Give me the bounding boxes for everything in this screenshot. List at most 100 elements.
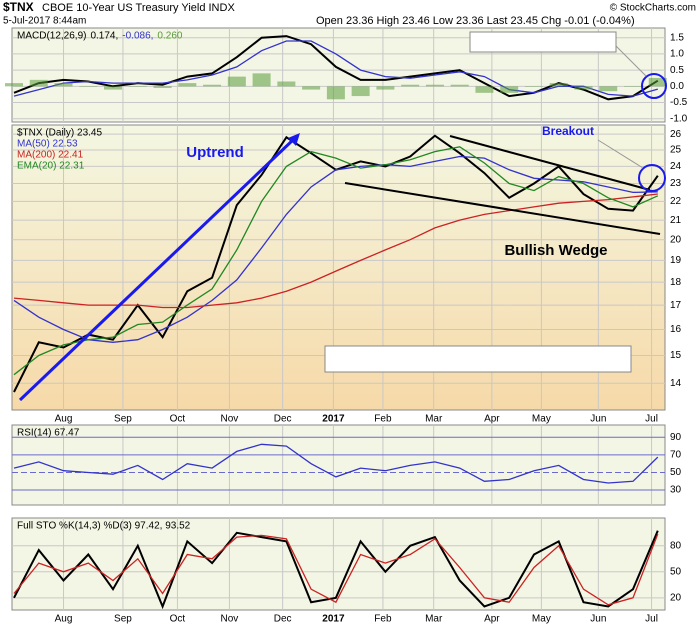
y-tick-label: 16 [670, 324, 682, 335]
histogram-bar [549, 83, 568, 87]
rsi-panel [11, 424, 666, 506]
x-tick-label: Apr [484, 414, 500, 425]
histogram-bar [624, 86, 642, 87]
x-tick-label: Mar [425, 614, 443, 625]
histogram-bar [302, 86, 321, 90]
x-tick-label: May [532, 414, 551, 425]
histogram-bar [5, 83, 23, 87]
x-tick-label: 2017 [322, 614, 345, 625]
x-tick-label: Aug [55, 614, 73, 625]
x-tick-label: Jul [645, 614, 658, 625]
y-tick-label: 22 [670, 196, 682, 207]
x-tick-label: 2017 [322, 414, 345, 425]
series-line [13, 443, 659, 484]
annotation-box [469, 31, 617, 53]
y-tick-label: 1.0 [670, 49, 684, 60]
legend-entry: EMA(20) 22.31 [17, 161, 85, 172]
y-tick-label: -1.0 [670, 113, 688, 124]
y-tick-label: 18 [670, 277, 682, 288]
y-tick-label: 1.5 [670, 32, 684, 43]
symbol: $TNX [3, 0, 34, 14]
legend-entry: 0.260 [157, 31, 182, 42]
histogram-bar [128, 86, 147, 87]
histogram-bar [326, 86, 345, 100]
y-tick-label: 24 [670, 161, 682, 172]
y-tick-label: 50 [670, 467, 682, 478]
x-tick-label: Jul [645, 414, 658, 425]
histogram-bar [104, 86, 123, 90]
y-tick-label: 15 [670, 350, 682, 361]
y-tick-label: 0.0 [670, 81, 684, 92]
y-tick-label: 20 [670, 592, 682, 603]
security-name: CBOE 10-Year US Treasury Yield INDX [42, 2, 235, 14]
legend-entry: MA(200) 22.41 [17, 150, 84, 161]
histogram-bar [376, 86, 395, 90]
histogram-bar [252, 73, 271, 87]
panel-title: MACD(12,26,9) [17, 31, 86, 42]
connector [597, 139, 644, 169]
histogram-bar [351, 86, 370, 97]
crossover-circle [641, 73, 667, 99]
histogram-bar [54, 83, 73, 87]
histogram-bar [401, 84, 420, 87]
y-tick-label: 19 [670, 255, 682, 266]
x-tick-label: Feb [374, 414, 392, 425]
annotation: Bullish Wedge [504, 242, 607, 259]
legend-entry: -0.086, [122, 31, 153, 42]
date: 5-Jul-2017 8:44am [3, 16, 86, 27]
breakout-circle [638, 164, 666, 192]
y-tick-label: -0.5 [670, 97, 688, 108]
y-tick-label: 26 [670, 129, 682, 140]
y-tick-label: 0.5 [670, 65, 684, 76]
wedge-lower [344, 182, 661, 235]
quote: Open 23.36 High 23.46 Low 23.36 Last 23.… [316, 15, 635, 27]
x-tick-label: May [532, 614, 551, 625]
histogram-bar [29, 79, 48, 87]
annotation-box [324, 345, 632, 373]
histogram-bar [648, 77, 667, 87]
credit: © StockCharts.com [610, 3, 696, 14]
x-tick-label: Jun [590, 414, 606, 425]
series-line [13, 40, 658, 97]
histogram-bar [450, 84, 469, 87]
y-tick-label: 23 [670, 178, 682, 189]
histogram-bar [203, 84, 222, 87]
legend-entry: MA(50) 22.53 [17, 139, 78, 150]
y-tick-label: 21 [670, 215, 682, 226]
connector [613, 43, 647, 77]
histogram-bar [227, 76, 246, 87]
uptrend-arrowhead [288, 133, 300, 146]
x-tick-label: Aug [55, 414, 73, 425]
annotation: Uptrend [186, 144, 244, 161]
legend-entry: 0.174, [90, 31, 118, 42]
x-tick-label: Mar [425, 414, 443, 425]
histogram-bar [475, 86, 494, 93]
uptrend-line [18, 137, 296, 402]
series-line [13, 533, 659, 606]
y-tick-label: 70 [670, 450, 682, 461]
y-tick-label: 25 [670, 145, 682, 156]
y-tick-label: 30 [670, 485, 682, 496]
histogram-bar [178, 83, 197, 87]
wedge-upper [449, 135, 651, 191]
histogram-bar [425, 84, 444, 87]
histogram-bar [599, 86, 618, 92]
histogram-bar [574, 86, 593, 90]
legend-entry: $TNX (Daily) 23.45 [17, 128, 102, 139]
x-tick-label: Oct [170, 614, 186, 625]
x-tick-label: Nov [221, 614, 239, 625]
panel-title: RSI(14) 67.47 [17, 428, 80, 439]
x-tick-label: Oct [170, 414, 186, 425]
y-tick-label: 50 [670, 566, 682, 577]
annotation: Breakout [542, 124, 594, 138]
y-tick-label: 90 [670, 432, 682, 443]
histogram-bar [79, 86, 98, 87]
x-tick-label: Apr [484, 614, 500, 625]
x-tick-label: Dec [274, 614, 292, 625]
series-line [13, 155, 658, 343]
sto-panel [11, 517, 666, 611]
x-tick-label: Jun [590, 614, 606, 625]
y-tick-label: 80 [670, 540, 682, 551]
